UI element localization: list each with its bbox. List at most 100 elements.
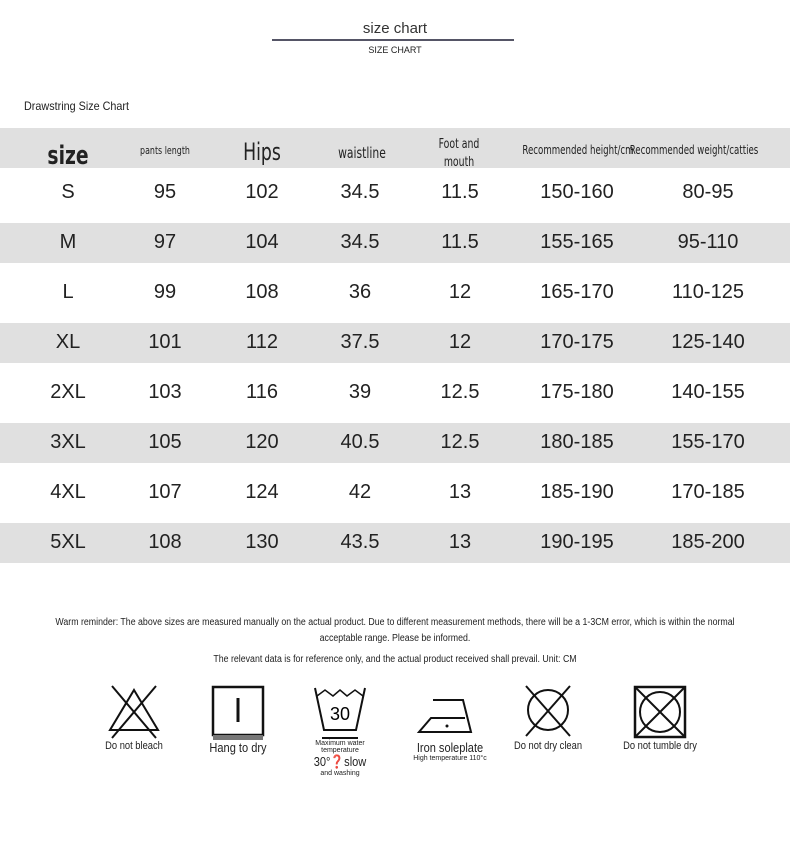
no-tumble-dry-icon — [633, 685, 687, 739]
chart-name: Drawstring Size Chart — [24, 99, 130, 113]
row-band — [0, 423, 790, 463]
table-row: L 99 108 36 12 165-170 110-125 — [0, 268, 790, 318]
care-label: Do not bleach — [105, 740, 163, 752]
table-cell: 12.5 — [440, 381, 480, 403]
table-cell: 116 — [246, 381, 278, 403]
table-row: 3XL 105 120 40.5 12.5 180-185 155-170 — [0, 418, 790, 468]
table-cell: XL — [55, 331, 81, 353]
care-no-dry-clean: Do not dry clean — [493, 684, 603, 752]
table-cell: 110-125 — [672, 281, 744, 303]
table-cell: 105 — [148, 431, 182, 453]
table-cell: 43.5 — [340, 531, 380, 553]
table-cell: 5XL — [50, 531, 86, 553]
table-cell: 190-195 — [540, 531, 614, 553]
care-small: temperature — [321, 747, 359, 754]
care-no-tumble-dry: Do not tumble dry — [605, 684, 715, 752]
table-cell: 107 — [148, 481, 182, 503]
row-band — [0, 523, 790, 563]
table-cell: 108 — [245, 281, 279, 303]
table-cell: 185-200 — [671, 531, 745, 553]
table-cell: 120 — [245, 431, 279, 453]
table-cell: 102 — [245, 181, 279, 203]
col-foot-mouth: Foot and mouth — [438, 137, 480, 170]
table-cell: 175-180 — [540, 381, 614, 403]
table-cell: 108 — [148, 531, 182, 553]
table-cell: M — [59, 231, 77, 253]
col-size: size — [47, 141, 89, 171]
table-row: 5XL 108 130 43.5 13 190-195 185-200 — [0, 518, 790, 568]
table-row: S 95 102 34.5 11.5 150-160 80-95 — [0, 168, 790, 218]
table-cell: 39 — [348, 381, 372, 403]
care-small: and washing — [320, 770, 360, 777]
table-row: 4XL 107 124 42 13 185-190 170-185 — [0, 468, 790, 518]
care-hang-dry: Hang to dry — [183, 684, 293, 755]
care-label: 30°❓slow — [313, 754, 367, 769]
page-title: size chart — [362, 20, 428, 37]
table-cell: 99 — [153, 281, 177, 303]
table-cell: 125-140 — [671, 331, 745, 353]
care-no-bleach: Do not bleach — [79, 684, 189, 752]
page-subtitle: SIZE CHART — [368, 45, 422, 55]
table-cell: 13 — [448, 531, 472, 553]
table-cell: 34.5 — [340, 231, 380, 253]
table-cell: 170-175 — [540, 331, 614, 353]
table-cell: 170-185 — [671, 481, 745, 503]
table-cell: 150-160 — [540, 181, 614, 203]
table-row: 2XL 103 116 39 12.5 175-180 140-155 — [0, 368, 790, 418]
care-label: Hang to dry — [209, 740, 267, 755]
hang-dry-icon — [211, 685, 265, 740]
no-bleach-icon — [108, 685, 160, 739]
no-dry-clean-icon — [525, 685, 571, 737]
table-cell: 11.5 — [441, 181, 479, 203]
care-label: Do not tumble dry — [623, 740, 697, 752]
table-cell: 101 — [148, 331, 182, 353]
table-cell: 42 — [348, 481, 372, 503]
col-waistline: waistline — [338, 144, 386, 162]
table-row: M 97 104 34.5 11.5 155-165 95-110 — [0, 218, 790, 268]
table-cell: 130 — [245, 531, 279, 553]
table-cell: 103 — [148, 381, 182, 403]
table-cell: L — [62, 281, 74, 303]
table-cell: 12 — [448, 281, 472, 303]
table-cell: 37.5 — [340, 331, 380, 353]
table-cell: 34.5 — [340, 181, 380, 203]
table-cell: 40.5 — [340, 431, 380, 453]
table-cell: 13 — [448, 481, 472, 503]
table-cell: 95-110 — [677, 231, 739, 253]
reference-note: The relevant data is for reference only,… — [213, 654, 577, 665]
care-wash-30: 30 Maximum water temperature 30°❓slow an… — [285, 684, 395, 777]
table-cell: 11.5 — [441, 231, 479, 253]
table-cell: 112 — [246, 331, 278, 353]
reminder-line-1: Warm reminder: The above sizes are measu… — [55, 617, 735, 628]
table-cell: 165-170 — [540, 281, 614, 303]
table-cell: S — [61, 181, 75, 203]
table-cell: 2XL — [50, 381, 86, 403]
table-cell: 185-190 — [540, 481, 614, 503]
table-cell: 36 — [348, 281, 372, 303]
table-cell: 104 — [245, 231, 279, 253]
table-cell: 80-95 — [682, 181, 734, 203]
care-small: Maximum water — [315, 740, 365, 747]
care-iron: Iron soleplate High temperature 110°c — [395, 684, 505, 762]
col-pants-length: pants length — [140, 144, 190, 157]
table-cell: 97 — [153, 231, 177, 253]
table-cell: 155-165 — [540, 231, 614, 253]
iron-icon — [416, 699, 473, 733]
table-cell: 3XL — [50, 431, 86, 453]
table-cell: 4XL — [50, 481, 86, 503]
table-cell: 140-155 — [671, 381, 745, 403]
care-label: Do not dry clean — [513, 740, 583, 752]
col-weight: Recommended weight/catties — [629, 143, 759, 157]
wash-temp: 30 — [330, 704, 350, 724]
table-cell: 180-185 — [540, 431, 614, 453]
table-row: XL 101 112 37.5 12 170-175 125-140 — [0, 318, 790, 368]
title-divider — [272, 39, 514, 41]
row-band — [0, 223, 790, 263]
table-header: size pants length Hips waistline Foot an… — [0, 128, 790, 171]
col-hips: Hips — [243, 138, 281, 166]
row-band — [0, 323, 790, 363]
table-cell: 12.5 — [440, 431, 480, 453]
table-cell: 155-170 — [671, 431, 745, 453]
care-label: Iron soleplate — [416, 740, 484, 755]
